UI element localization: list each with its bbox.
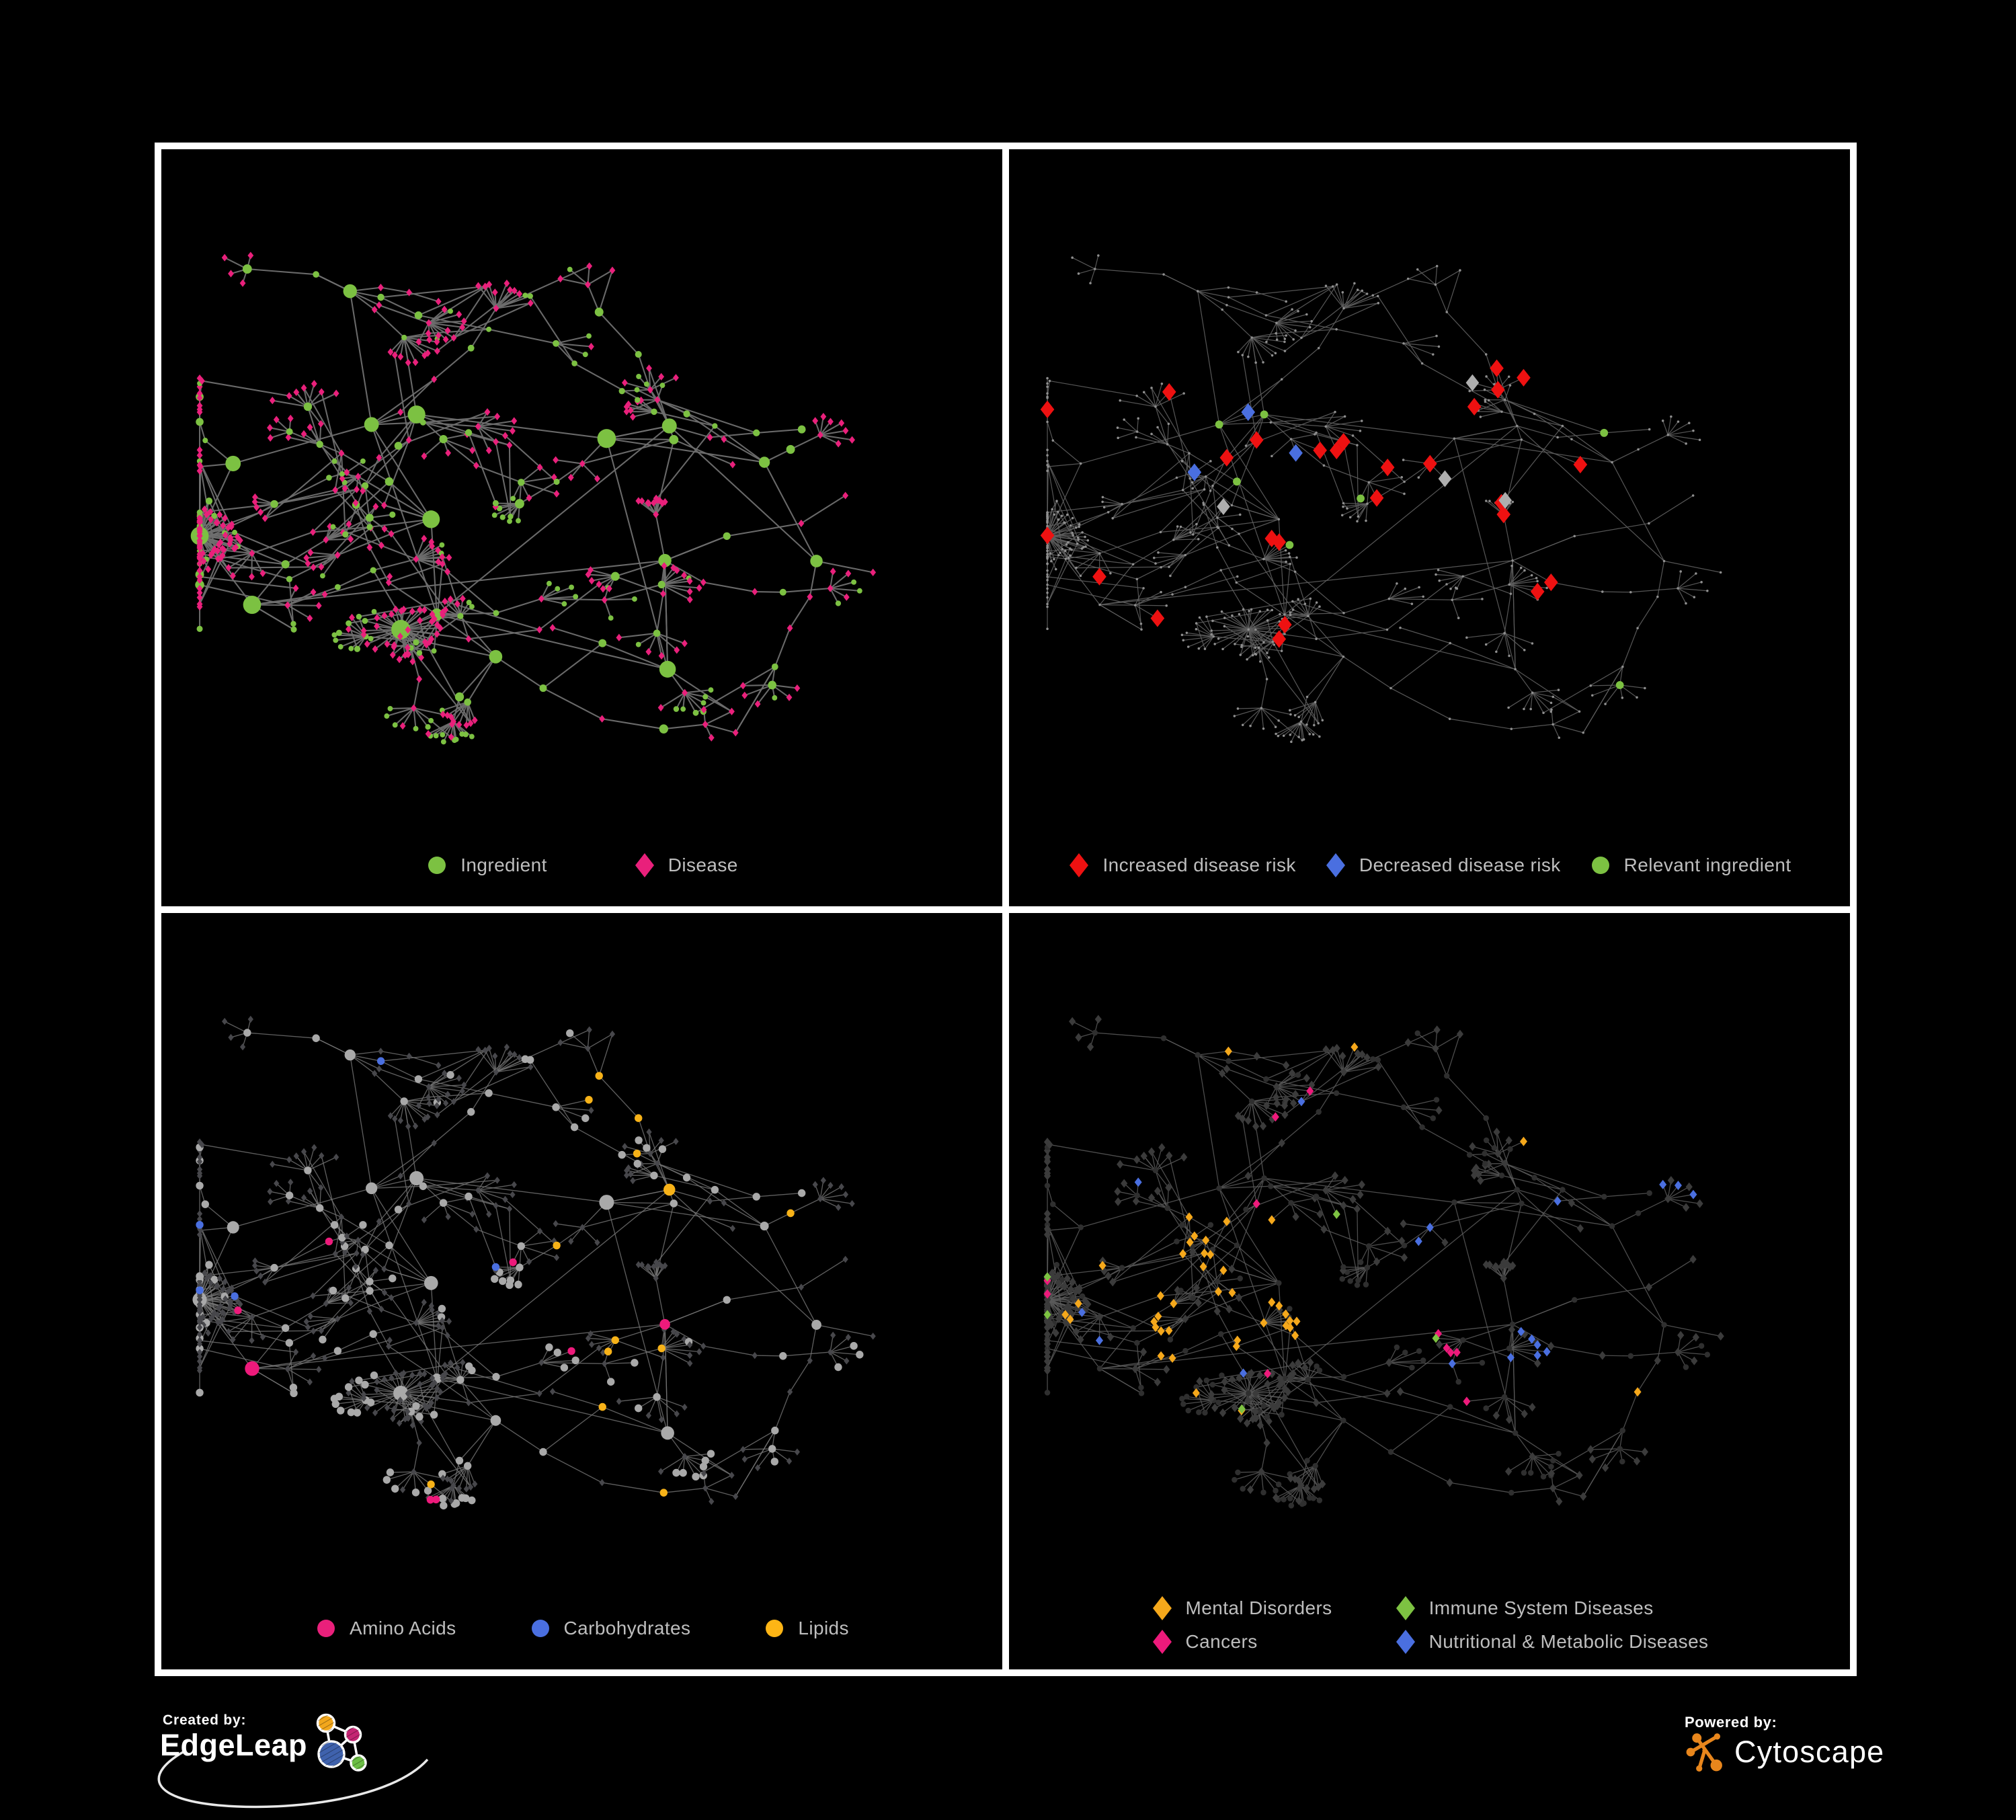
legend-label: Disease (668, 854, 738, 875)
legend-ingredient-disease: Ingredient Disease (161, 853, 1002, 878)
legend-item: Increased disease risk (1067, 853, 1295, 878)
network-graph-nutrient-classes (192, 1015, 876, 1509)
legend-swatch-circle-icon (531, 1620, 549, 1637)
legend-swatch-diamond-icon (635, 853, 654, 877)
legend-label: Immune System Diseases (1428, 1597, 1654, 1618)
legend-swatch-circle-icon (317, 1620, 335, 1637)
legend-swatch-diamond-icon (1152, 1596, 1172, 1620)
legend-swatch-circle-icon (1591, 856, 1609, 874)
edgeleap-wordmark: EdgeLeap (160, 1728, 308, 1762)
legend-label: Carbohydrates (563, 1618, 691, 1638)
legend-swatch-diamond-icon (1396, 1596, 1415, 1620)
network-graph-ingredient-disease (190, 251, 877, 745)
legend-item: Carbohydrates (529, 1616, 691, 1641)
cytoscape-logo-icon (1686, 1733, 1722, 1772)
legend-item: Relevant ingredient (1589, 853, 1791, 878)
powered-by-block: Powered by: Cytoscape (1685, 1714, 1884, 1772)
panel-disease-risk-network: Increased disease risk Decreased disease … (1009, 149, 1850, 906)
network-graph-disease-risk (1040, 254, 1722, 744)
legend-item: Ingredient (426, 853, 547, 878)
legend-label: Increased disease risk (1102, 854, 1296, 875)
edgeleap-logo-icon (316, 1713, 367, 1772)
legend-item: Disease (633, 853, 738, 878)
legend-label: Nutritional & Metabolic Diseases (1428, 1631, 1709, 1652)
legend-item: Cancers (1151, 1629, 1332, 1655)
legend-item: Amino Acids (315, 1616, 456, 1641)
legend-item: Nutritional & Metabolic Diseases (1394, 1629, 1709, 1655)
created-by-block: Created by: EdgeLeap (157, 1712, 496, 1809)
legend-item: Decreased disease risk (1324, 853, 1561, 878)
legend-swatch-diamond-icon (1326, 853, 1345, 877)
legend-label: Relevant ingredient (1623, 854, 1791, 875)
legend-swatch-diamond-icon (1152, 1630, 1172, 1654)
legend-label: Amino Acids (350, 1618, 456, 1638)
cytoscape-wordmark: Cytoscape (1734, 1735, 1885, 1769)
created-by-label: Created by: (163, 1712, 247, 1728)
powered-by-label: Powered by: (1685, 1714, 1777, 1731)
legend-item: Immune System Diseases (1394, 1595, 1709, 1621)
panel-ingredient-disease-network: Ingredient Disease (161, 149, 1002, 906)
legend-nutrient-classes: Amino Acids Carbohydrates Lipids (161, 1616, 1002, 1641)
legend-swatch-diamond-icon (1070, 853, 1089, 877)
panel-nutrient-class-network: Amino Acids Carbohydrates Lipids (161, 912, 1002, 1669)
legend-label: Cancers (1185, 1631, 1258, 1652)
legend-label: Ingredient (460, 854, 547, 875)
legend-swatch-diamond-icon (1396, 1630, 1415, 1654)
panel-disease-class-network: Mental Disorders Immune System Diseases Ca… (1009, 912, 1850, 1669)
legend-disease-risk: Increased disease risk Decreased disease … (1009, 853, 1850, 878)
edgeleap-swoosh (157, 1750, 429, 1809)
legend-label: Lipids (798, 1618, 849, 1638)
figure-grid: Ingredient Disease Increased disease risk… (155, 143, 1857, 1676)
legend-item: Mental Disorders (1151, 1595, 1332, 1621)
network-graph-disease-classes (1043, 1015, 1724, 1509)
legend-label: Mental Disorders (1185, 1597, 1332, 1618)
legend-disease-classes: Mental Disorders Immune System Diseases Ca… (1009, 1595, 1850, 1655)
legend-swatch-circle-icon (428, 856, 446, 874)
legend-label: Decreased disease risk (1359, 854, 1561, 875)
legend-swatch-circle-icon (766, 1620, 784, 1637)
legend-item: Lipids (763, 1616, 849, 1641)
